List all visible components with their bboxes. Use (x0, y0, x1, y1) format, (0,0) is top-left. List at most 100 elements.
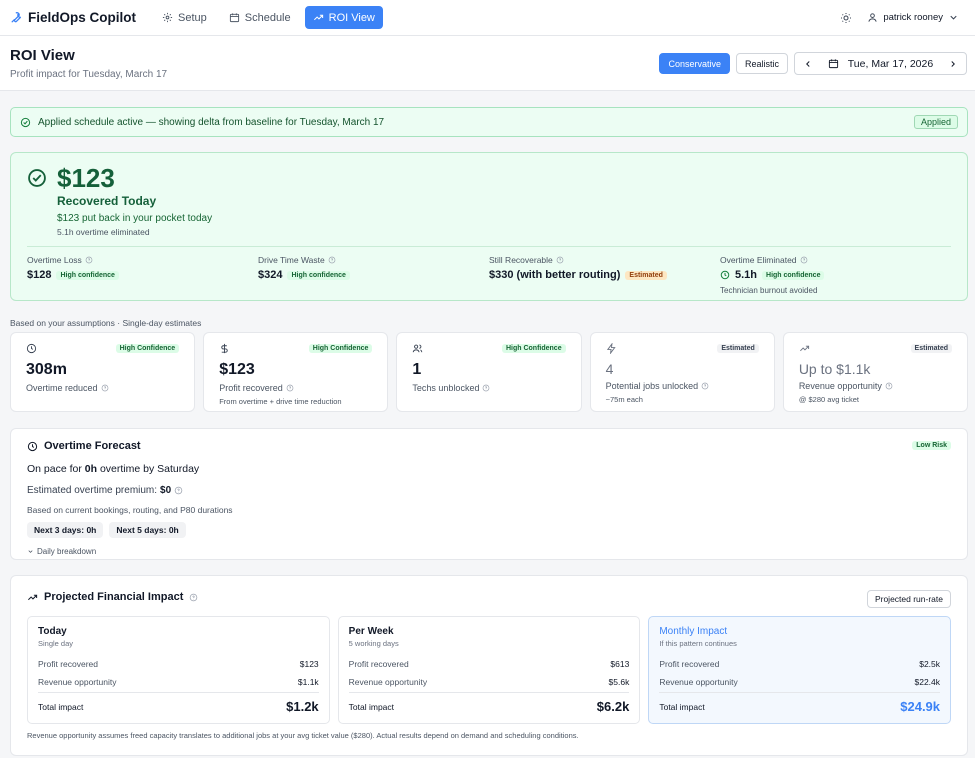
run-rate-badge: Projected run-rate (866, 590, 951, 608)
projection-sub: Single day (38, 639, 74, 648)
kpi-row: High Confidence 308m Overtime reduced Hi… (10, 332, 969, 412)
recovered-sub: $123 put back in your pocket today (57, 213, 213, 224)
kpi-value: 1 (412, 361, 422, 378)
stat-label: Still Recoverable (489, 255, 553, 265)
top-nav: FieldOps Copilot Setup Schedule ROI View… (0, 0, 975, 36)
clock-icon (27, 441, 38, 451)
dollar-icon (221, 343, 228, 354)
trending-up-icon (28, 594, 38, 600)
stat-value: $324 (258, 269, 283, 281)
info-icon[interactable] (701, 382, 709, 390)
kpi-potential-jobs: Estimated 4 Potential jobs unlocked ~75m… (589, 332, 775, 412)
applied-badge: Applied (913, 115, 958, 129)
forecast-premium: Estimated overtime premium: $0 (27, 485, 951, 496)
info-icon[interactable] (482, 384, 490, 392)
page-header: ROI View Profit impact for Tuesday, Marc… (0, 36, 975, 91)
sun-icon (841, 12, 852, 23)
forecast-title: Overtime Forecast (44, 440, 141, 452)
lightning-icon (606, 343, 616, 354)
revenue-value: $22.4k (914, 677, 941, 687)
banner-text: Applied schedule active — showing delta … (38, 116, 385, 128)
stat-value: 5.1h (735, 269, 758, 281)
tab-roi-view[interactable]: ROI View (304, 6, 383, 29)
brand[interactable]: FieldOps Copilot (10, 10, 136, 25)
info-icon[interactable] (286, 384, 294, 392)
risk-badge: Low Risk (912, 441, 951, 450)
daily-breakdown-label: Daily breakdown (37, 547, 97, 556)
date-label[interactable]: Tue, Mar 17, 2026 (847, 57, 934, 70)
tab-schedule[interactable]: Schedule (221, 6, 299, 29)
calendar-icon (828, 59, 838, 69)
clock-icon (26, 343, 37, 354)
estimated-badge: Estimated (910, 344, 953, 353)
info-icon[interactable] (101, 384, 109, 392)
chevron-down-icon (950, 15, 957, 20)
recovered-sub2: 5.1h overtime eliminated (57, 227, 150, 237)
info-icon[interactable] (85, 256, 93, 264)
stat-value: $128 (27, 269, 52, 281)
kpi-note: @ $280 avg ticket (798, 395, 859, 404)
recovered-label: Recovered Today (57, 194, 157, 208)
kpi-value: 4 (605, 361, 614, 377)
confidence-badge: High Confidence (501, 344, 566, 353)
info-icon[interactable] (800, 256, 808, 264)
page-subtitle: Profit impact for Tuesday, March 17 (10, 69, 168, 80)
projection-per-week: Per Week 5 working days Profit recovered… (337, 616, 641, 724)
revenue-value: $5.6k (608, 677, 630, 687)
kpi-label: Profit recovered (219, 383, 283, 393)
confidence-badge: High confidence (56, 270, 119, 280)
info-icon[interactable] (885, 382, 893, 390)
info-icon[interactable] (189, 593, 198, 602)
kpi-revenue-opportunity: Estimated Up to $1.1k Revenue opportunit… (782, 332, 969, 412)
tab-schedule-label: Schedule (244, 11, 291, 24)
mode-realistic-button[interactable]: Realistic (735, 53, 788, 74)
stat-value: $330 (with better routing) (489, 269, 621, 281)
info-icon[interactable] (556, 256, 564, 264)
kpi-label: Revenue opportunity (798, 381, 882, 391)
projection-title: Monthly Impact (659, 626, 728, 637)
tab-setup[interactable]: Setup (154, 6, 215, 29)
projection-today: Today Single day Profit recovered $123 Re… (27, 616, 330, 724)
forecast-next-3-days: Next 3 days: 0h (27, 522, 104, 538)
stat-label: Overtime Eliminated (720, 255, 797, 265)
kpi-note: ~75m each (605, 395, 643, 404)
wrench-icon (11, 12, 22, 23)
daily-breakdown-toggle[interactable]: Daily breakdown (27, 547, 951, 556)
check-circle-icon (20, 117, 31, 127)
calendar-icon (229, 13, 239, 23)
profit-value: $123 (299, 659, 319, 669)
stat-note: Technician burnout avoided (720, 286, 818, 295)
total-value: $1.2k (286, 699, 319, 714)
stat-drive-time-waste: Drive Time Waste $324 High confidence (258, 255, 489, 295)
user-menu[interactable]: patrick rooney (867, 12, 959, 23)
recovered-amount: $123 (57, 163, 115, 193)
info-icon[interactable] (174, 486, 183, 495)
projection-title: Per Week (348, 626, 394, 637)
info-icon[interactable] (328, 256, 336, 264)
assumptions-note: Based on your assumptions · Single-day e… (10, 318, 202, 328)
confidence-badge: High confidence (762, 270, 825, 280)
kpi-value: Up to $1.1k (798, 361, 871, 377)
page-title: ROI View (10, 47, 75, 64)
revenue-value: $1.1k (297, 677, 319, 687)
chevron-right-icon[interactable] (948, 59, 958, 69)
recovered-hero-card: $123 Recovered Today $123 put back in yo… (10, 152, 968, 301)
profit-value: $613 (610, 659, 630, 669)
stat-still-recoverable: Still Recoverable $330 (with better rout… (489, 255, 720, 295)
check-circle-icon (28, 169, 46, 187)
kpi-techs-unblocked: High Confidence 1 Techs unblocked (396, 332, 582, 412)
projection-sub: 5 working days (348, 639, 399, 648)
mode-conservative-button[interactable]: Conservative (659, 53, 730, 74)
kpi-value: $123 (219, 361, 255, 378)
kpi-note: From overtime + drive time reduction (219, 397, 342, 406)
chevron-down-icon (28, 550, 33, 553)
estimated-badge: Estimated (717, 344, 759, 353)
brand-name: FieldOps Copilot (28, 10, 136, 25)
theme-toggle-button[interactable] (839, 11, 853, 25)
chevron-left-icon[interactable] (803, 59, 813, 69)
stat-overtime-loss: Overtime Loss $128 High confidence (27, 255, 258, 295)
forecast-basis: Based on current bookings, routing, and … (27, 505, 233, 515)
kpi-value: 308m (26, 361, 67, 378)
kpi-overtime-reduced: High Confidence 308m Overtime reduced (10, 332, 196, 412)
applied-banner: Applied schedule active — showing delta … (10, 107, 968, 137)
